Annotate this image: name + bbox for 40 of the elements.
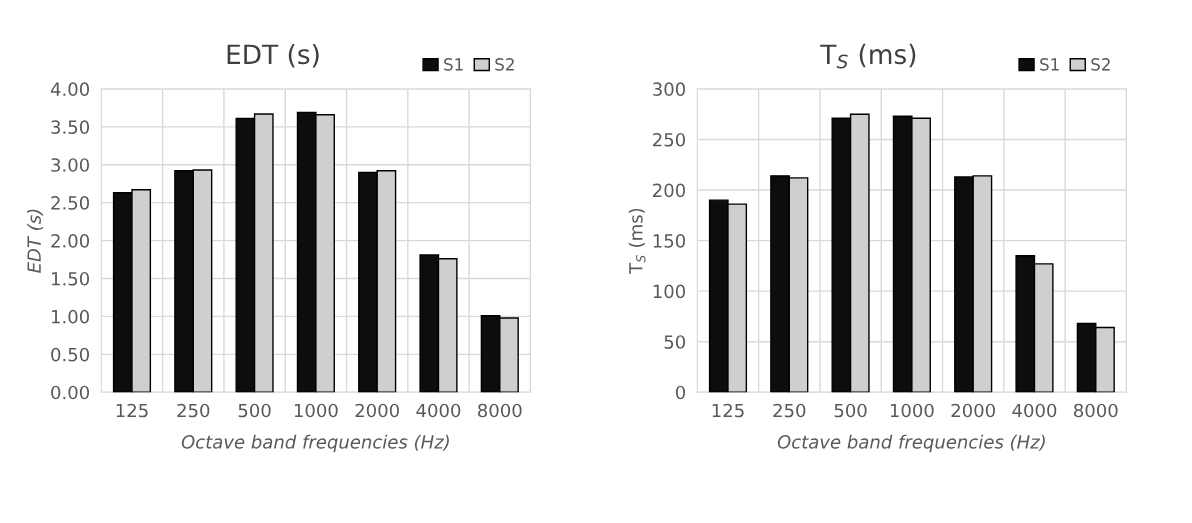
x-tick-label: 250 xyxy=(177,403,210,418)
y-tick-label: 3.50 xyxy=(51,120,90,134)
y-tick-label: 150 xyxy=(653,234,686,248)
y-tick-label: 2.50 xyxy=(51,196,90,210)
y-tick-label: 2.00 xyxy=(51,234,90,248)
x-tick-label: 125 xyxy=(712,403,744,418)
chart-title: T$_{S}$ (ms) xyxy=(820,43,916,69)
y-tick-label: 1.00 xyxy=(51,309,90,324)
y-tick-label: 300 xyxy=(653,82,686,97)
y-tick-label: 200 xyxy=(653,183,686,198)
y-axis-title: EDT (s) xyxy=(27,209,44,273)
y-tick-label: 100 xyxy=(653,284,686,299)
x-tick-label: 500 xyxy=(238,403,271,418)
x-tick-label: 2000 xyxy=(355,403,399,418)
x-tick-label: 125 xyxy=(116,403,148,418)
x-tick-label: 500 xyxy=(834,403,867,418)
y-tick-label: 50 xyxy=(664,335,686,349)
y-tick-label: 4.00 xyxy=(50,82,90,97)
legend-label: S2 xyxy=(495,58,514,71)
chart-title: EDT (s) xyxy=(227,43,319,68)
x-tick-label: 4000 xyxy=(1012,403,1057,418)
x-tick-label: 8000 xyxy=(1074,403,1118,418)
y-axis-title: T$_{S}$ (ms) xyxy=(628,208,646,274)
x-tick-label: 8000 xyxy=(478,403,522,418)
x-tick-label: 250 xyxy=(773,403,806,418)
y-tick-label: 250 xyxy=(653,132,686,147)
y-tick-label: 0 xyxy=(675,385,686,400)
x-tick-label: 2000 xyxy=(951,403,995,418)
y-tick-label: 0.00 xyxy=(51,385,90,400)
y-tick-label: 0.50 xyxy=(51,347,90,362)
y-tick-label: 3.00 xyxy=(51,158,90,172)
legend-label: S1 xyxy=(1040,58,1059,71)
y-tick-label: 1.50 xyxy=(51,271,90,286)
x-axis-title: Octave band frequencies (Hz) xyxy=(777,434,1045,453)
x-tick-label: 1000 xyxy=(890,403,934,418)
x-tick-label: 4000 xyxy=(416,403,461,418)
x-axis-title: Octave band frequencies (Hz) xyxy=(181,434,449,453)
x-tick-label: 1000 xyxy=(294,403,338,418)
legend-label: S1 xyxy=(444,58,463,71)
legend-label: S2 xyxy=(1091,58,1110,71)
